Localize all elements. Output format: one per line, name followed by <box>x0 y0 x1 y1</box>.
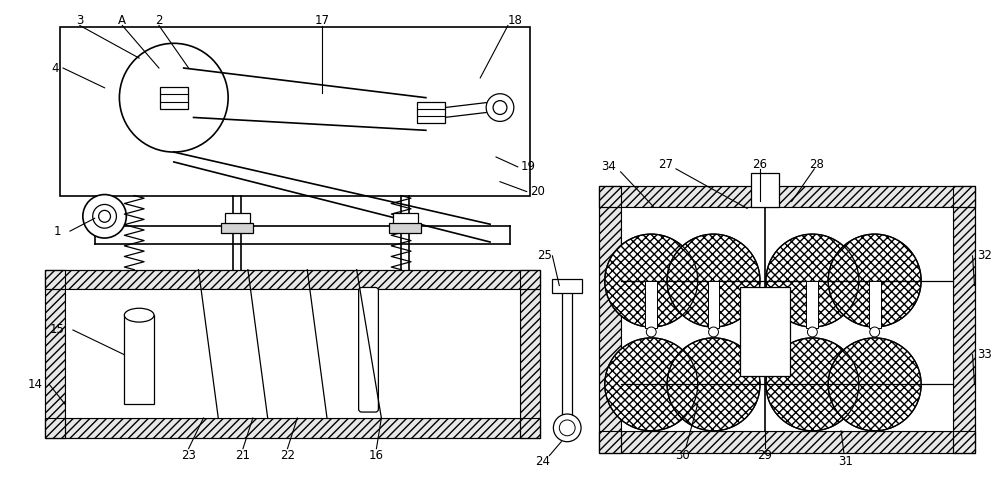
Bar <box>520 270 540 438</box>
Text: 16: 16 <box>369 449 384 462</box>
Bar <box>160 87 188 108</box>
Circle shape <box>99 210 111 222</box>
Circle shape <box>709 327 718 337</box>
Circle shape <box>486 94 514 122</box>
Text: 4: 4 <box>51 62 59 74</box>
Text: 27: 27 <box>659 158 674 172</box>
Bar <box>124 315 154 404</box>
Circle shape <box>828 338 921 431</box>
Bar <box>599 186 975 208</box>
Text: 20: 20 <box>530 185 545 198</box>
Text: 18: 18 <box>507 14 522 27</box>
Text: A: A <box>118 14 126 27</box>
Bar <box>45 418 540 438</box>
Bar <box>60 28 530 195</box>
Text: 2: 2 <box>155 14 163 27</box>
Text: 3: 3 <box>76 14 84 27</box>
Text: 33: 33 <box>977 348 992 361</box>
Text: 29: 29 <box>757 449 772 462</box>
Bar <box>953 186 975 452</box>
Circle shape <box>646 327 656 337</box>
Bar <box>645 280 657 328</box>
Circle shape <box>605 234 698 327</box>
Bar <box>953 186 975 452</box>
Circle shape <box>766 234 859 327</box>
Circle shape <box>119 43 228 152</box>
FancyBboxPatch shape <box>359 288 378 412</box>
Text: 24: 24 <box>535 455 550 468</box>
Bar <box>552 278 582 294</box>
Bar <box>417 102 445 123</box>
Bar <box>225 213 250 225</box>
Circle shape <box>807 327 817 337</box>
Bar <box>740 288 790 377</box>
Bar <box>45 270 540 290</box>
Text: 15: 15 <box>50 324 65 336</box>
Text: 28: 28 <box>809 158 824 172</box>
Text: 14: 14 <box>28 378 43 391</box>
Text: 32: 32 <box>977 249 992 262</box>
Bar <box>708 280 719 328</box>
Bar <box>65 290 520 418</box>
Bar <box>599 186 621 452</box>
Bar <box>45 270 65 438</box>
Circle shape <box>667 338 760 431</box>
Ellipse shape <box>124 308 154 322</box>
Bar <box>599 186 975 208</box>
Text: 19: 19 <box>520 160 535 174</box>
Text: 26: 26 <box>752 158 767 172</box>
Bar <box>599 431 975 452</box>
Bar <box>520 270 540 438</box>
Text: 34: 34 <box>601 160 616 174</box>
Text: 31: 31 <box>839 455 853 468</box>
Circle shape <box>553 414 581 442</box>
Circle shape <box>605 338 698 431</box>
Text: 23: 23 <box>181 449 196 462</box>
Text: 22: 22 <box>280 449 295 462</box>
Bar <box>869 280 881 328</box>
Circle shape <box>667 234 760 327</box>
Bar <box>45 418 540 438</box>
Bar <box>599 186 621 452</box>
Bar <box>621 208 953 431</box>
Bar <box>806 280 818 328</box>
Text: 1: 1 <box>53 225 61 238</box>
Circle shape <box>828 234 921 327</box>
Circle shape <box>870 327 880 337</box>
Text: 17: 17 <box>315 14 330 27</box>
Bar <box>45 270 65 438</box>
Bar <box>389 223 421 233</box>
Bar <box>221 223 253 233</box>
Circle shape <box>83 194 126 238</box>
Bar <box>45 270 540 290</box>
Bar <box>599 431 975 452</box>
Circle shape <box>493 101 507 115</box>
Bar <box>393 213 418 225</box>
Text: 21: 21 <box>235 449 250 462</box>
Text: 25: 25 <box>537 249 552 262</box>
Circle shape <box>559 420 575 436</box>
Text: 30: 30 <box>676 449 690 462</box>
Circle shape <box>766 338 859 431</box>
Circle shape <box>93 205 116 228</box>
Bar <box>751 173 779 208</box>
